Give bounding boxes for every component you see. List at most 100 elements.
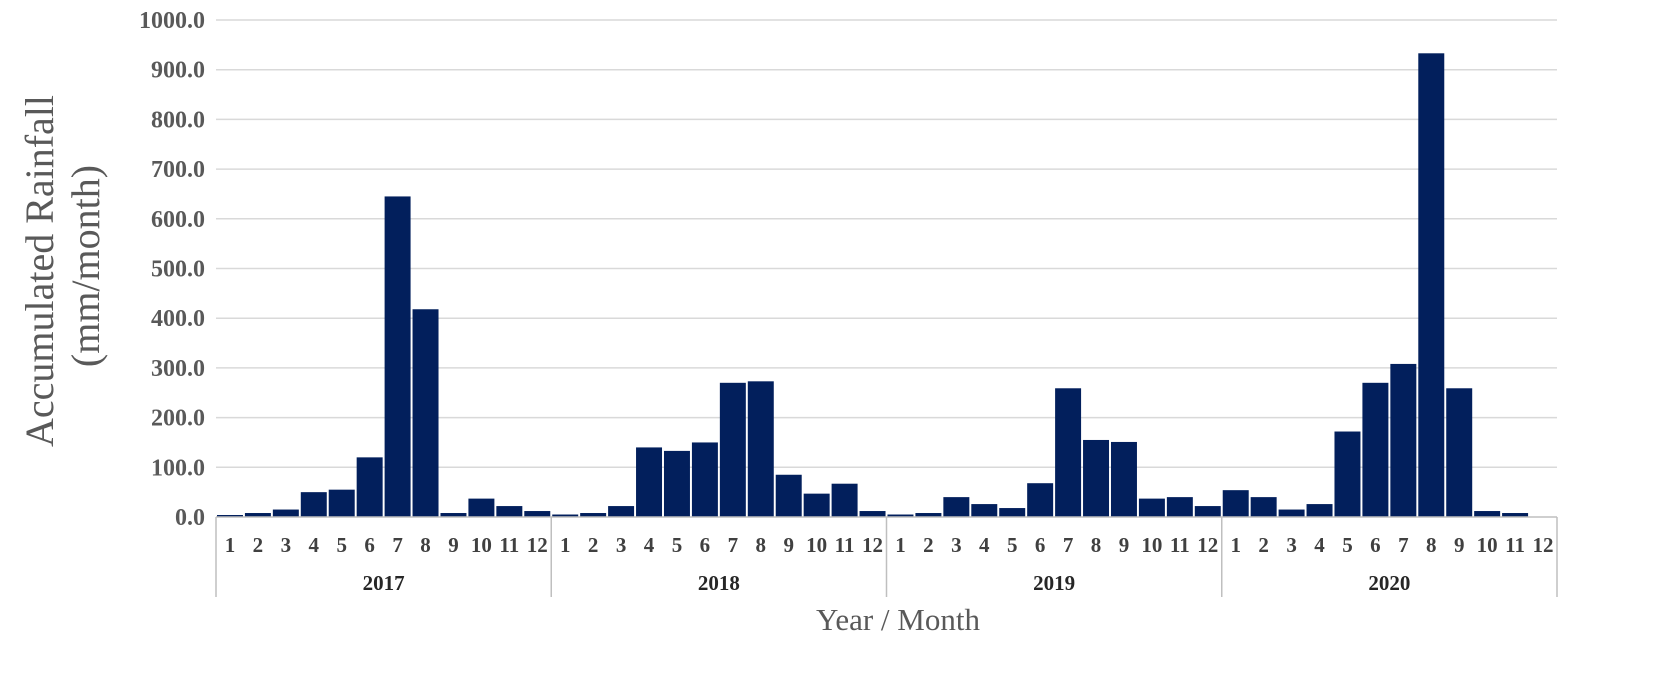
month-tick-label: 12: [1197, 533, 1218, 557]
y-tick-label: 0.0: [175, 505, 205, 531]
bar-2018-7: [719, 382, 746, 517]
bar-2020-5: [1334, 431, 1361, 517]
month-tick-label: 3: [281, 533, 292, 557]
bar-2018-12: [859, 511, 886, 517]
bar-2020-7: [1390, 363, 1417, 517]
bar-2018-3: [608, 506, 635, 517]
y-axis-title: Accumulated Rainfall (mm/month): [17, 85, 108, 447]
month-tick-label: 7: [1398, 533, 1409, 557]
bar-2020-2: [1250, 497, 1277, 517]
month-tick-label: 8: [420, 533, 431, 557]
month-tick-label: 11: [1170, 533, 1190, 557]
bar-2020-11: [1502, 513, 1529, 517]
month-tick-label: 10: [1141, 533, 1162, 557]
bar-2017-2: [244, 513, 271, 517]
y-tick-label: 1000.0: [139, 8, 205, 34]
month-tick-label: 6: [364, 533, 375, 557]
month-tick-label: 11: [1505, 533, 1525, 557]
y-tick-label: 500.0: [151, 257, 205, 283]
month-tick-label: 12: [862, 533, 883, 557]
bar-2017-4: [300, 492, 327, 517]
month-tick-label: 11: [835, 533, 855, 557]
month-tick-label: 6: [1035, 533, 1046, 557]
month-tick-label: 12: [527, 533, 548, 557]
month-tick-label: 2: [923, 533, 934, 557]
month-tick-label: 8: [1426, 533, 1437, 557]
bar-2020-3: [1278, 509, 1305, 517]
month-tick-label: 3: [616, 533, 627, 557]
month-tick-label: 1: [225, 533, 236, 557]
month-tick-label: 7: [1063, 533, 1074, 557]
bar-2020-10: [1474, 511, 1501, 517]
y-tick-label: 600.0: [151, 207, 205, 233]
month-tick-label: 2: [253, 533, 264, 557]
month-tick-label: 4: [644, 533, 655, 557]
y-tick-label: 200.0: [151, 406, 205, 432]
bar-2019-8: [1083, 439, 1110, 517]
y-axis-title-line1: Accumulated Rainfall: [17, 95, 62, 447]
bar-2018-4: [636, 447, 663, 517]
year-label-2018: 2018: [698, 571, 740, 595]
month-tick-label: 7: [392, 533, 403, 557]
bar-2018-1: [552, 514, 579, 517]
month-tick-label: 5: [336, 533, 347, 557]
bar-2018-2: [580, 513, 607, 517]
month-tick-label: 1: [560, 533, 571, 557]
month-tick-label: 2: [588, 533, 599, 557]
bar-2019-11: [1166, 497, 1193, 517]
y-tick-label: 700.0: [151, 157, 205, 183]
month-tick-label: 9: [1454, 533, 1465, 557]
month-tick-label: 5: [672, 533, 683, 557]
y-tick-label: 800.0: [151, 107, 205, 133]
bar-2017-7: [384, 196, 411, 517]
bar-2019-2: [915, 513, 942, 517]
month-tick-label: 7: [728, 533, 739, 557]
bar-2019-4: [971, 504, 998, 517]
month-tick-label: 4: [979, 533, 990, 557]
bar-2020-1: [1222, 490, 1249, 517]
y-axis-ticks: 0.0 100.0 200.0 300.0 400.0 500.0 600.0 700.0 80…: [139, 8, 205, 531]
bar-2020-6: [1362, 382, 1389, 517]
bar-2019-1: [887, 514, 914, 517]
month-tick-label: 9: [1119, 533, 1130, 557]
bar-2019-5: [999, 508, 1026, 517]
month-tick-label: 10: [1477, 533, 1498, 557]
y-tick-label: 900.0: [151, 58, 205, 84]
year-label-2019: 2019: [1033, 571, 1075, 595]
bar-2017-9: [440, 513, 467, 517]
bar-2019-7: [1055, 388, 1082, 517]
y-tick-label: 400.0: [151, 306, 205, 332]
bar-2018-6: [691, 442, 718, 517]
bar-2017-3: [272, 509, 299, 517]
year-label-2020: 2020: [1368, 571, 1410, 595]
bar-2018-11: [831, 483, 858, 517]
month-tick-label: 5: [1007, 533, 1018, 557]
bar-2020-9: [1446, 388, 1473, 517]
bar-2018-8: [747, 381, 774, 517]
year-label-2017: 2017: [363, 571, 405, 595]
month-tick-label: 8: [756, 533, 767, 557]
bar-2018-5: [663, 450, 690, 517]
gridlines: [216, 19, 1557, 469]
bar-2019-3: [943, 497, 970, 517]
bar-2017-10: [468, 498, 495, 517]
month-tick-label: 11: [499, 533, 519, 557]
month-tick-label: 3: [1286, 533, 1297, 557]
month-tick-label: 4: [1314, 533, 1325, 557]
bar-2017-5: [328, 489, 355, 517]
bar-2019-9: [1110, 441, 1137, 517]
bar-2020-8: [1418, 53, 1445, 517]
month-tick-label: 9: [783, 533, 794, 557]
bars: [216, 53, 1529, 517]
month-tick-label: 6: [700, 533, 711, 557]
y-axis-title-line2: (mm/month): [63, 165, 108, 367]
bar-2019-10: [1138, 498, 1165, 517]
bar-2019-6: [1027, 483, 1054, 517]
month-tick-label: 10: [806, 533, 827, 557]
x-axis-title: Year / Month: [816, 602, 980, 637]
month-tick-label: 1: [895, 533, 906, 557]
bar-2017-11: [496, 506, 523, 517]
